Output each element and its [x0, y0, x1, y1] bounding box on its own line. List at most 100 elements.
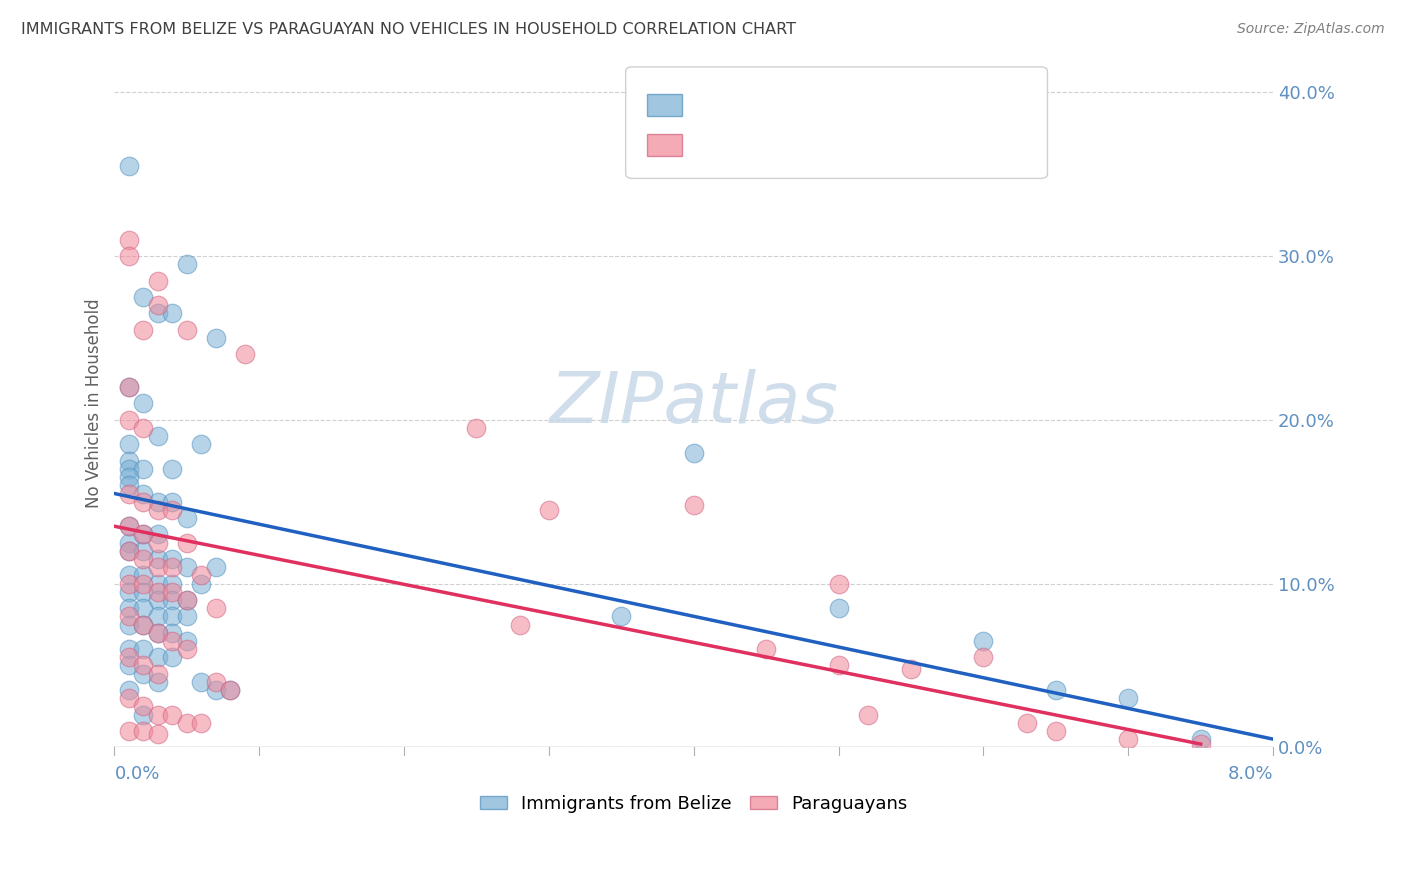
Bar: [647, 94, 682, 116]
Point: [132, 666, 155, 681]
Point: [146, 560, 169, 574]
Point: [162, 503, 184, 517]
Point: [1116, 691, 1139, 706]
Point: [118, 584, 141, 599]
Point: [132, 617, 155, 632]
Point: [146, 666, 169, 681]
Point: [1045, 683, 1067, 698]
Point: [162, 462, 184, 476]
Point: [118, 159, 141, 173]
Point: [190, 576, 212, 591]
Point: [118, 454, 141, 468]
Point: [146, 535, 169, 549]
Point: [972, 633, 994, 648]
Text: 0.0%: 0.0%: [114, 764, 160, 782]
Text: 8.0%: 8.0%: [1227, 764, 1272, 782]
Point: [233, 347, 256, 361]
Point: [176, 642, 198, 657]
Point: [162, 306, 184, 320]
Point: [162, 707, 184, 722]
Point: [162, 593, 184, 607]
Point: [682, 445, 704, 459]
Point: [1116, 732, 1139, 747]
Point: [176, 560, 198, 574]
Point: [132, 658, 155, 673]
Point: [176, 511, 198, 525]
Point: [118, 568, 141, 582]
Point: [118, 380, 141, 394]
Point: [132, 462, 155, 476]
Point: [118, 519, 141, 533]
Point: [132, 486, 155, 500]
Point: [190, 715, 212, 730]
Text: R = -0.339   N = 62: R = -0.339 N = 62: [692, 136, 869, 153]
Legend: Immigrants from Belize, Paraguayans: Immigrants from Belize, Paraguayans: [468, 784, 918, 823]
Point: [190, 568, 212, 582]
Point: [610, 609, 633, 624]
Point: [118, 470, 141, 484]
Point: [118, 617, 141, 632]
Point: [146, 527, 169, 541]
Point: [146, 593, 169, 607]
Point: [682, 498, 704, 512]
Point: [118, 519, 141, 533]
Point: [118, 658, 141, 673]
Point: [132, 290, 155, 304]
Point: [118, 544, 141, 558]
Point: [118, 544, 141, 558]
Point: [204, 601, 226, 615]
Point: [204, 683, 226, 698]
Point: [118, 380, 141, 394]
Point: [118, 462, 141, 476]
Y-axis label: No Vehicles in Household: No Vehicles in Household: [86, 299, 103, 508]
Point: [132, 396, 155, 410]
Point: [465, 421, 488, 435]
Point: [132, 494, 155, 508]
Point: [146, 727, 169, 741]
Point: [146, 707, 169, 722]
Point: [146, 584, 169, 599]
Point: [162, 494, 184, 508]
Point: [162, 650, 184, 665]
Text: Source: ZipAtlas.com: Source: ZipAtlas.com: [1237, 22, 1385, 37]
Point: [509, 617, 531, 632]
Point: [118, 249, 141, 263]
Point: [1189, 732, 1212, 747]
Point: [1045, 723, 1067, 738]
Text: ZIPatlas: ZIPatlas: [550, 369, 838, 438]
Point: [132, 601, 155, 615]
Text: R = -0.308   N = 69: R = -0.308 N = 69: [692, 95, 869, 113]
Point: [132, 584, 155, 599]
Point: [827, 658, 849, 673]
Point: [204, 674, 226, 689]
Point: [1015, 715, 1038, 730]
Point: [146, 674, 169, 689]
Point: [132, 699, 155, 714]
Point: [118, 723, 141, 738]
Point: [972, 650, 994, 665]
Point: [118, 478, 141, 492]
Point: [132, 552, 155, 566]
Point: [132, 527, 155, 541]
FancyBboxPatch shape: [626, 67, 1047, 178]
Point: [219, 683, 242, 698]
Point: [146, 625, 169, 640]
Point: [176, 593, 198, 607]
Point: [118, 683, 141, 698]
Point: [176, 633, 198, 648]
Point: [176, 257, 198, 271]
Point: [146, 494, 169, 508]
Bar: [647, 134, 682, 156]
Point: [827, 601, 849, 615]
Point: [1189, 737, 1212, 751]
Point: [118, 535, 141, 549]
Point: [146, 503, 169, 517]
Point: [900, 662, 922, 676]
Point: [176, 609, 198, 624]
Point: [162, 584, 184, 599]
Point: [118, 691, 141, 706]
Point: [755, 642, 778, 657]
Point: [146, 650, 169, 665]
Point: [856, 707, 879, 722]
Point: [118, 413, 141, 427]
